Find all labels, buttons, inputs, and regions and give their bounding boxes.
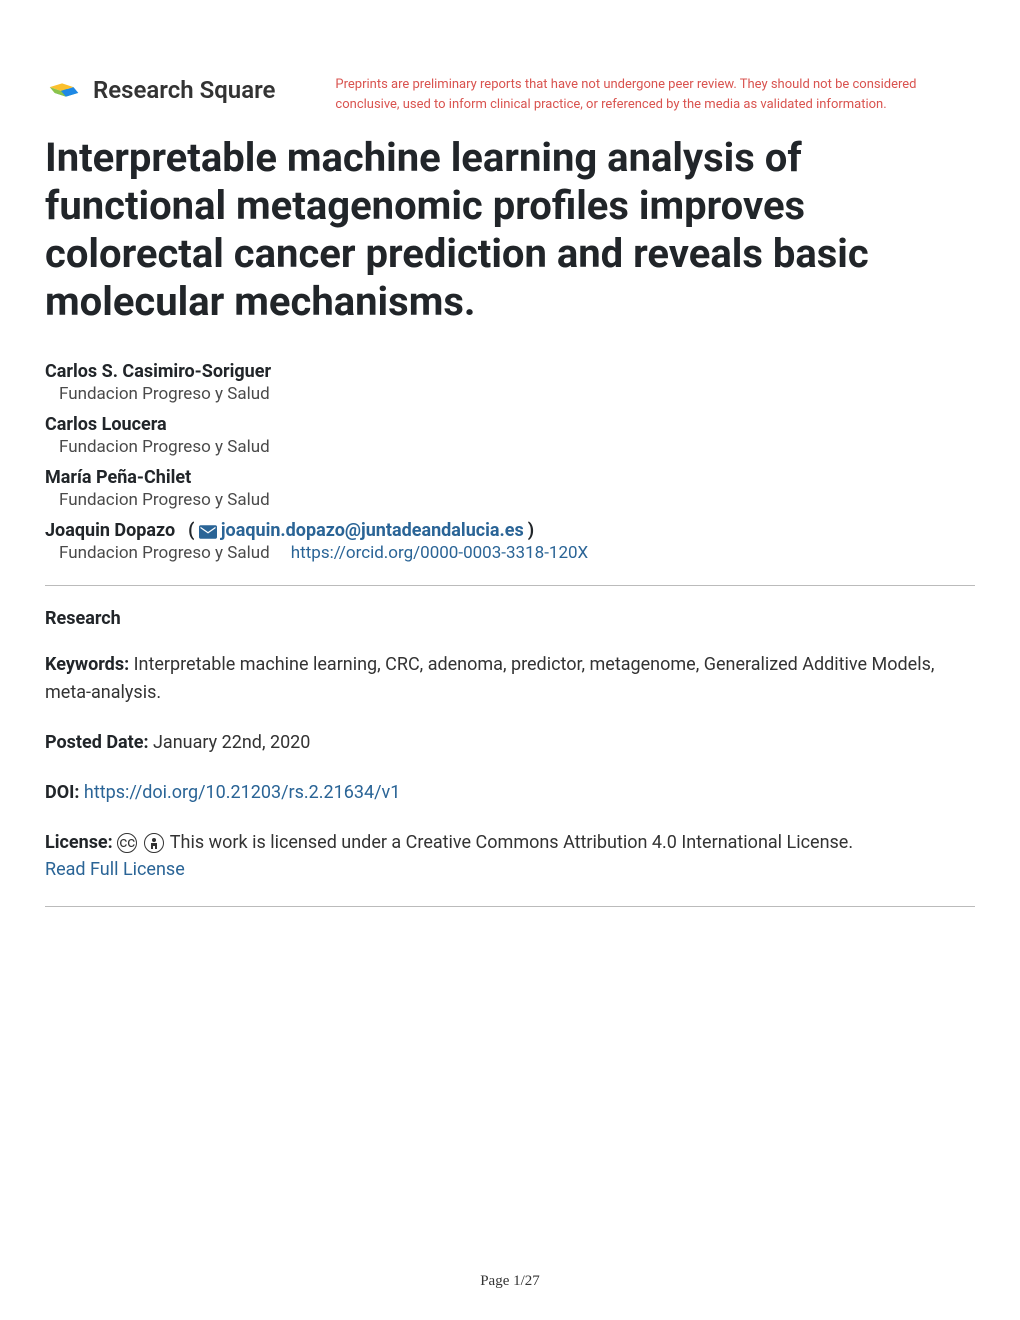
keywords-label: Keywords: [45,654,129,675]
paren-open: ( [179,520,199,541]
keywords-row: Keywords: Interpretable machine learning… [45,651,975,707]
author-name: Joaquin Dopazo [45,520,175,541]
license-row: License: cc This work is licensed under … [45,829,975,885]
author-block: María Peña-Chilet Fundacion Progreso y S… [45,467,975,510]
paren-close: ) [528,520,534,541]
page-number: Page 1/27 [0,1273,1020,1290]
header-row: Research Square Preprints are preliminar… [45,75,975,114]
article-title: Interpretable machine learning analysis … [45,134,975,326]
by-icon [144,833,164,853]
research-square-logo-icon [45,75,83,105]
author-block: Carlos Loucera Fundacion Progreso y Salu… [45,414,975,457]
preprint-disclaimer: Preprints are preliminary reports that h… [335,75,975,114]
orcid-link[interactable]: https://orcid.org/0000-0003-3318-120X [291,543,588,563]
doi-link[interactable]: https://doi.org/10.21203/rs.2.21634/v1 [84,782,400,803]
author-affiliation: Fundacion Progreso y Salud [45,437,975,457]
author-name: Carlos S. Casimiro-Soriguer [45,361,975,382]
license-text: This work is licensed under a Creative C… [170,832,853,853]
doi-label: DOI: [45,782,79,803]
posted-date-row: Posted Date: January 22nd, 2020 [45,729,975,757]
author-affiliation: Fundacion Progreso y Salud [45,490,975,510]
logo-text: Research Square [93,76,275,104]
cc-icon: cc [117,833,137,853]
license-link[interactable]: Read Full License [45,859,185,880]
logo-area: Research Square [45,75,275,105]
author-name-row: Joaquin Dopazo ( joaquin.dopazo@juntadea… [45,520,975,541]
author-name: María Peña-Chilet [45,467,975,488]
keywords-text: Interpretable machine learning, CRC, ade… [45,654,934,703]
divider [45,585,975,586]
article-type: Research [45,608,975,629]
posted-date-label: Posted Date: [45,732,149,753]
email-icon [199,525,217,539]
author-affiliation: Fundacion Progreso y Salud [59,543,270,563]
author-affiliation-row: Fundacion Progreso y Salud https://orcid… [45,543,975,563]
author-affiliation: Fundacion Progreso y Salud [45,384,975,404]
spacer [858,832,867,853]
spacer [274,543,287,563]
corresponding-author-block: Joaquin Dopazo ( joaquin.dopazo@juntadea… [45,520,975,563]
author-email-link[interactable]: joaquin.dopazo@juntadeandalucia.es [221,520,524,541]
author-block: Carlos S. Casimiro-Soriguer Fundacion Pr… [45,361,975,404]
doi-row: DOI: https://doi.org/10.21203/rs.2.21634… [45,779,975,807]
divider [45,906,975,907]
license-label: License: [45,832,113,853]
author-name: Carlos Loucera [45,414,975,435]
posted-date-value: January 22nd, 2020 [153,732,310,753]
